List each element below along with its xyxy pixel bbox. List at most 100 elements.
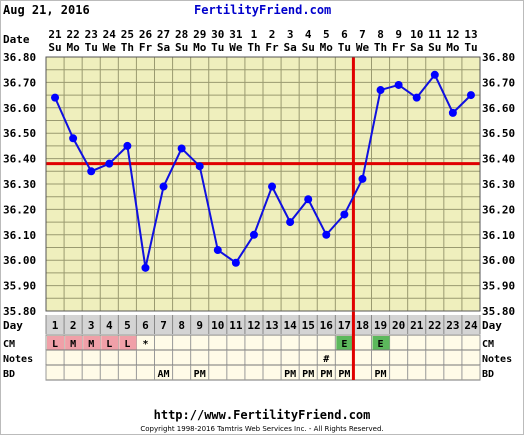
temperature-point: [69, 134, 78, 143]
y-tick-label-right: 36.50: [482, 127, 515, 140]
day-number-label: 24: [464, 319, 478, 332]
bd-cell-text: PM: [302, 369, 314, 380]
date-tick-label: 27: [157, 28, 170, 41]
footer-url[interactable]: http://www.FertilityFriend.com: [153, 408, 371, 422]
date-tick-label: 1: [251, 28, 258, 41]
temperature-point: [123, 141, 132, 150]
cm-cell-fill: [336, 336, 354, 350]
weekday-tick-label: Mo: [193, 41, 207, 54]
day-number-label: 16: [320, 319, 334, 332]
weekday-tick-label: Su: [48, 41, 61, 54]
temperature-point: [249, 230, 258, 239]
y-tick-label-right: 35.80: [482, 305, 515, 318]
day-number-label: 21: [410, 319, 424, 332]
day-number-label: 15: [302, 319, 315, 332]
y-tick-label-left: 36.70: [3, 76, 36, 89]
notes-row-label-right: Notes: [482, 354, 512, 365]
weekday-tick-label: Th: [247, 41, 260, 54]
weekday-tick-label: Th: [374, 41, 387, 54]
weekday-tick-label: Sa: [284, 41, 297, 54]
weekday-tick-label: Mo: [446, 41, 460, 54]
date-tick-label: 9: [395, 28, 402, 41]
temperature-point: [141, 263, 150, 272]
weekday-tick-label: Tu: [464, 41, 477, 54]
date-tick-label: 2: [269, 28, 276, 41]
cm-row-label-right: CM: [482, 339, 494, 350]
day-number-label: 18: [356, 319, 369, 332]
day-row-label-left: Day: [3, 319, 23, 332]
weekday-tick-label: Th: [121, 41, 134, 54]
bd-cell-text: PM: [338, 369, 350, 380]
date-tick-label: 22: [67, 28, 80, 41]
day-number-label: 8: [178, 319, 185, 332]
temperature-point: [376, 86, 385, 95]
weekday-tick-label: Tu: [85, 41, 98, 54]
day-number-label: 6: [142, 319, 149, 332]
date-tick-label: 3: [287, 28, 294, 41]
date-row-label: Date: [3, 33, 30, 46]
temperature-point: [358, 174, 367, 183]
y-tick-label-left: 35.90: [3, 280, 36, 293]
temperature-point: [51, 93, 60, 102]
date-tick-label: 28: [175, 28, 188, 41]
date-tick-label: 24: [103, 28, 117, 41]
y-tick-label-left: 36.10: [3, 229, 36, 242]
bd-row-label-left: BD: [3, 369, 15, 380]
bd-cell-text: PM: [194, 369, 206, 380]
temperature-point: [304, 195, 313, 204]
y-tick-label-right: 36.60: [482, 102, 515, 115]
y-tick-label-left: 36.30: [3, 178, 36, 191]
y-tick-label-left: 36.50: [3, 127, 36, 140]
cm-cell-text: M: [88, 339, 94, 350]
weekday-tick-label: Mo: [67, 41, 81, 54]
site-name[interactable]: FertilityFriend.com: [194, 3, 332, 17]
temperature-point: [195, 162, 204, 171]
cm-cell-text: E: [378, 339, 384, 350]
copyright-notice: Copyright 1998-2016 Tamtris Web Services…: [140, 425, 384, 433]
date-tick-label: 11: [428, 28, 442, 41]
date-tick-label: 30: [211, 28, 224, 41]
weekday-tick-label: Tu: [211, 41, 224, 54]
day-number-label: 9: [196, 319, 203, 332]
day-number-label: 5: [124, 319, 131, 332]
weekday-tick-label: Fr: [139, 41, 153, 54]
y-tick-label-left: 35.80: [3, 305, 36, 318]
temperature-point: [394, 80, 403, 89]
weekday-tick-label: We: [229, 41, 243, 54]
weekday-tick-label: Fr: [392, 41, 406, 54]
date-tick-label: 10: [410, 28, 423, 41]
day-number-label: 14: [284, 319, 298, 332]
chart-date: Aug 21, 2016: [3, 3, 90, 17]
y-tick-label-right: 36.80: [482, 51, 515, 64]
day-number-label: 3: [88, 319, 95, 332]
temperature-point: [268, 182, 277, 191]
y-tick-label-right: 36.20: [482, 203, 515, 216]
day-number-label: 19: [374, 319, 387, 332]
day-number-label: 2: [70, 319, 77, 332]
date-tick-label: 13: [464, 28, 477, 41]
weekday-tick-label: Tu: [338, 41, 351, 54]
weekday-tick-label: Sa: [157, 41, 170, 54]
y-tick-label-right: 36.30: [482, 178, 515, 191]
day-number-label: 22: [428, 319, 441, 332]
weekday-tick-label: We: [103, 41, 117, 54]
date-header-bg: [46, 26, 480, 57]
y-tick-label-left: 36.40: [3, 153, 36, 166]
bd-row-label-right: BD: [482, 369, 494, 380]
temperature-point: [340, 210, 349, 219]
day-number-label: 20: [392, 319, 405, 332]
bd-cell-text: PM: [320, 369, 332, 380]
temperature-point: [105, 159, 114, 168]
date-tick-label: 29: [193, 28, 206, 41]
day-number-label: 13: [265, 319, 278, 332]
temperature-point: [87, 167, 96, 176]
bd-cell-text: AM: [158, 369, 170, 380]
cm-cell-fill: [65, 336, 83, 350]
y-tick-label-left: 36.20: [3, 203, 36, 216]
date-tick-label: 4: [305, 28, 312, 41]
temperature-point: [213, 246, 222, 255]
cm-cell-fill: [83, 336, 101, 350]
day-number-label: 10: [211, 319, 224, 332]
day-number-label: 17: [338, 319, 351, 332]
